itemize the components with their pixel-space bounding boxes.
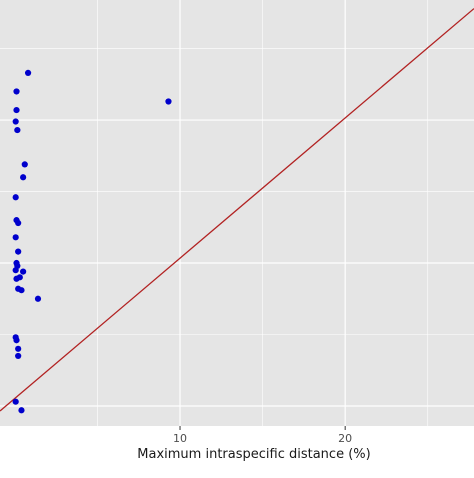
minor-gridlines-x [97, 0, 429, 426]
data-point [13, 88, 20, 95]
data-point [20, 174, 27, 181]
data-point [15, 219, 22, 227]
data-point [165, 98, 172, 105]
data-point [24, 69, 32, 77]
data-point [12, 194, 19, 201]
data-point [12, 118, 19, 125]
x-axis-ticks [179, 426, 346, 430]
data-point [34, 295, 42, 302]
data-point [15, 345, 22, 352]
plot-panel [0, 0, 474, 426]
data-point [18, 287, 25, 294]
points-layer [12, 69, 172, 414]
data-point [15, 352, 22, 360]
data-point [13, 106, 20, 114]
x-tick-label: 20 [338, 432, 352, 445]
x-axis-title: Maximum intraspecific distance (%) [137, 447, 370, 462]
data-point [13, 275, 20, 282]
trend-line-layer [0, 8, 474, 412]
data-point [14, 126, 21, 134]
data-point [20, 268, 27, 275]
x-axis-tick-labels: 10 20 [173, 432, 352, 445]
data-point [18, 407, 25, 414]
trend-line [0, 8, 474, 412]
data-point [15, 248, 22, 255]
data-point [12, 267, 19, 274]
major-gridlines-y [0, 119, 474, 407]
minor-gridlines-y [0, 48, 474, 335]
data-point [21, 161, 28, 168]
data-point [13, 337, 20, 344]
major-gridlines-x [179, 0, 346, 426]
x-tick-label: 10 [173, 432, 187, 445]
data-point [12, 398, 19, 405]
data-point [12, 234, 19, 241]
